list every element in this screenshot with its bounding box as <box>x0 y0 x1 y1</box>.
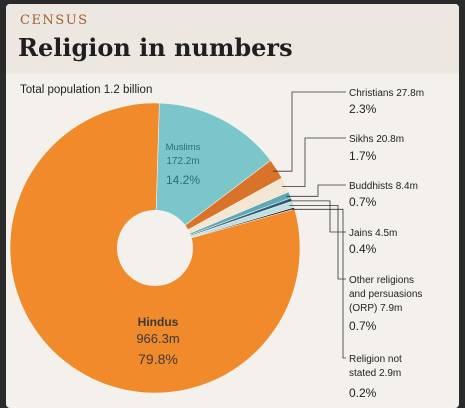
donut-hole <box>117 210 193 286</box>
label-buddhists-name: Buddhists 8.4m <box>349 181 418 192</box>
chart-subtitle: Total population 1.2 billion <box>20 84 153 96</box>
label-hindus-amount: 966.3m <box>136 331 179 346</box>
label-muslims-name: Muslims <box>166 142 201 153</box>
slice-muslims <box>154 102 271 249</box>
label-hindus-name: Hindus <box>138 315 179 329</box>
label-not-stated-percent: 0.2% <box>349 386 377 400</box>
label-sikhs-percent: 1.7% <box>349 149 377 163</box>
label-jains-name: Jains 4.5m <box>349 228 397 239</box>
leader-line-religion-not-stated <box>290 208 346 359</box>
label-sikhs-name: Sikhs 20.8m <box>349 134 404 145</box>
label-jains-percent: 0.4% <box>349 242 377 256</box>
label-muslims-amount: 172.2m <box>166 156 199 167</box>
label-buddhists-percent: 0.7% <box>349 195 377 209</box>
leader-line-christians <box>273 91 346 172</box>
label-orp-name: Other religions and persuasions (ORP) 7.… <box>349 275 425 314</box>
leader-line-buddhists <box>286 184 346 197</box>
chart-title: Religion in numbers <box>18 33 293 62</box>
label-orp-percent: 0.7% <box>349 319 377 333</box>
leader-line-sikhs <box>281 137 346 188</box>
header: CENSUS Religion in numbers <box>6 4 459 74</box>
kicker: CENSUS <box>20 13 89 28</box>
leader-line-other-religions-and-persuasions-orp <box>289 205 346 280</box>
leader-lines <box>273 91 346 359</box>
label-christians-percent: 2.3% <box>349 102 377 116</box>
label-christians-name: Christians 27.8m <box>349 88 424 99</box>
label-muslims-percent: 14.2% <box>166 173 200 187</box>
label-hindus-percent: 79.8% <box>138 351 178 367</box>
label-not-stated-name: Religion not stated 2.9m <box>349 354 405 379</box>
